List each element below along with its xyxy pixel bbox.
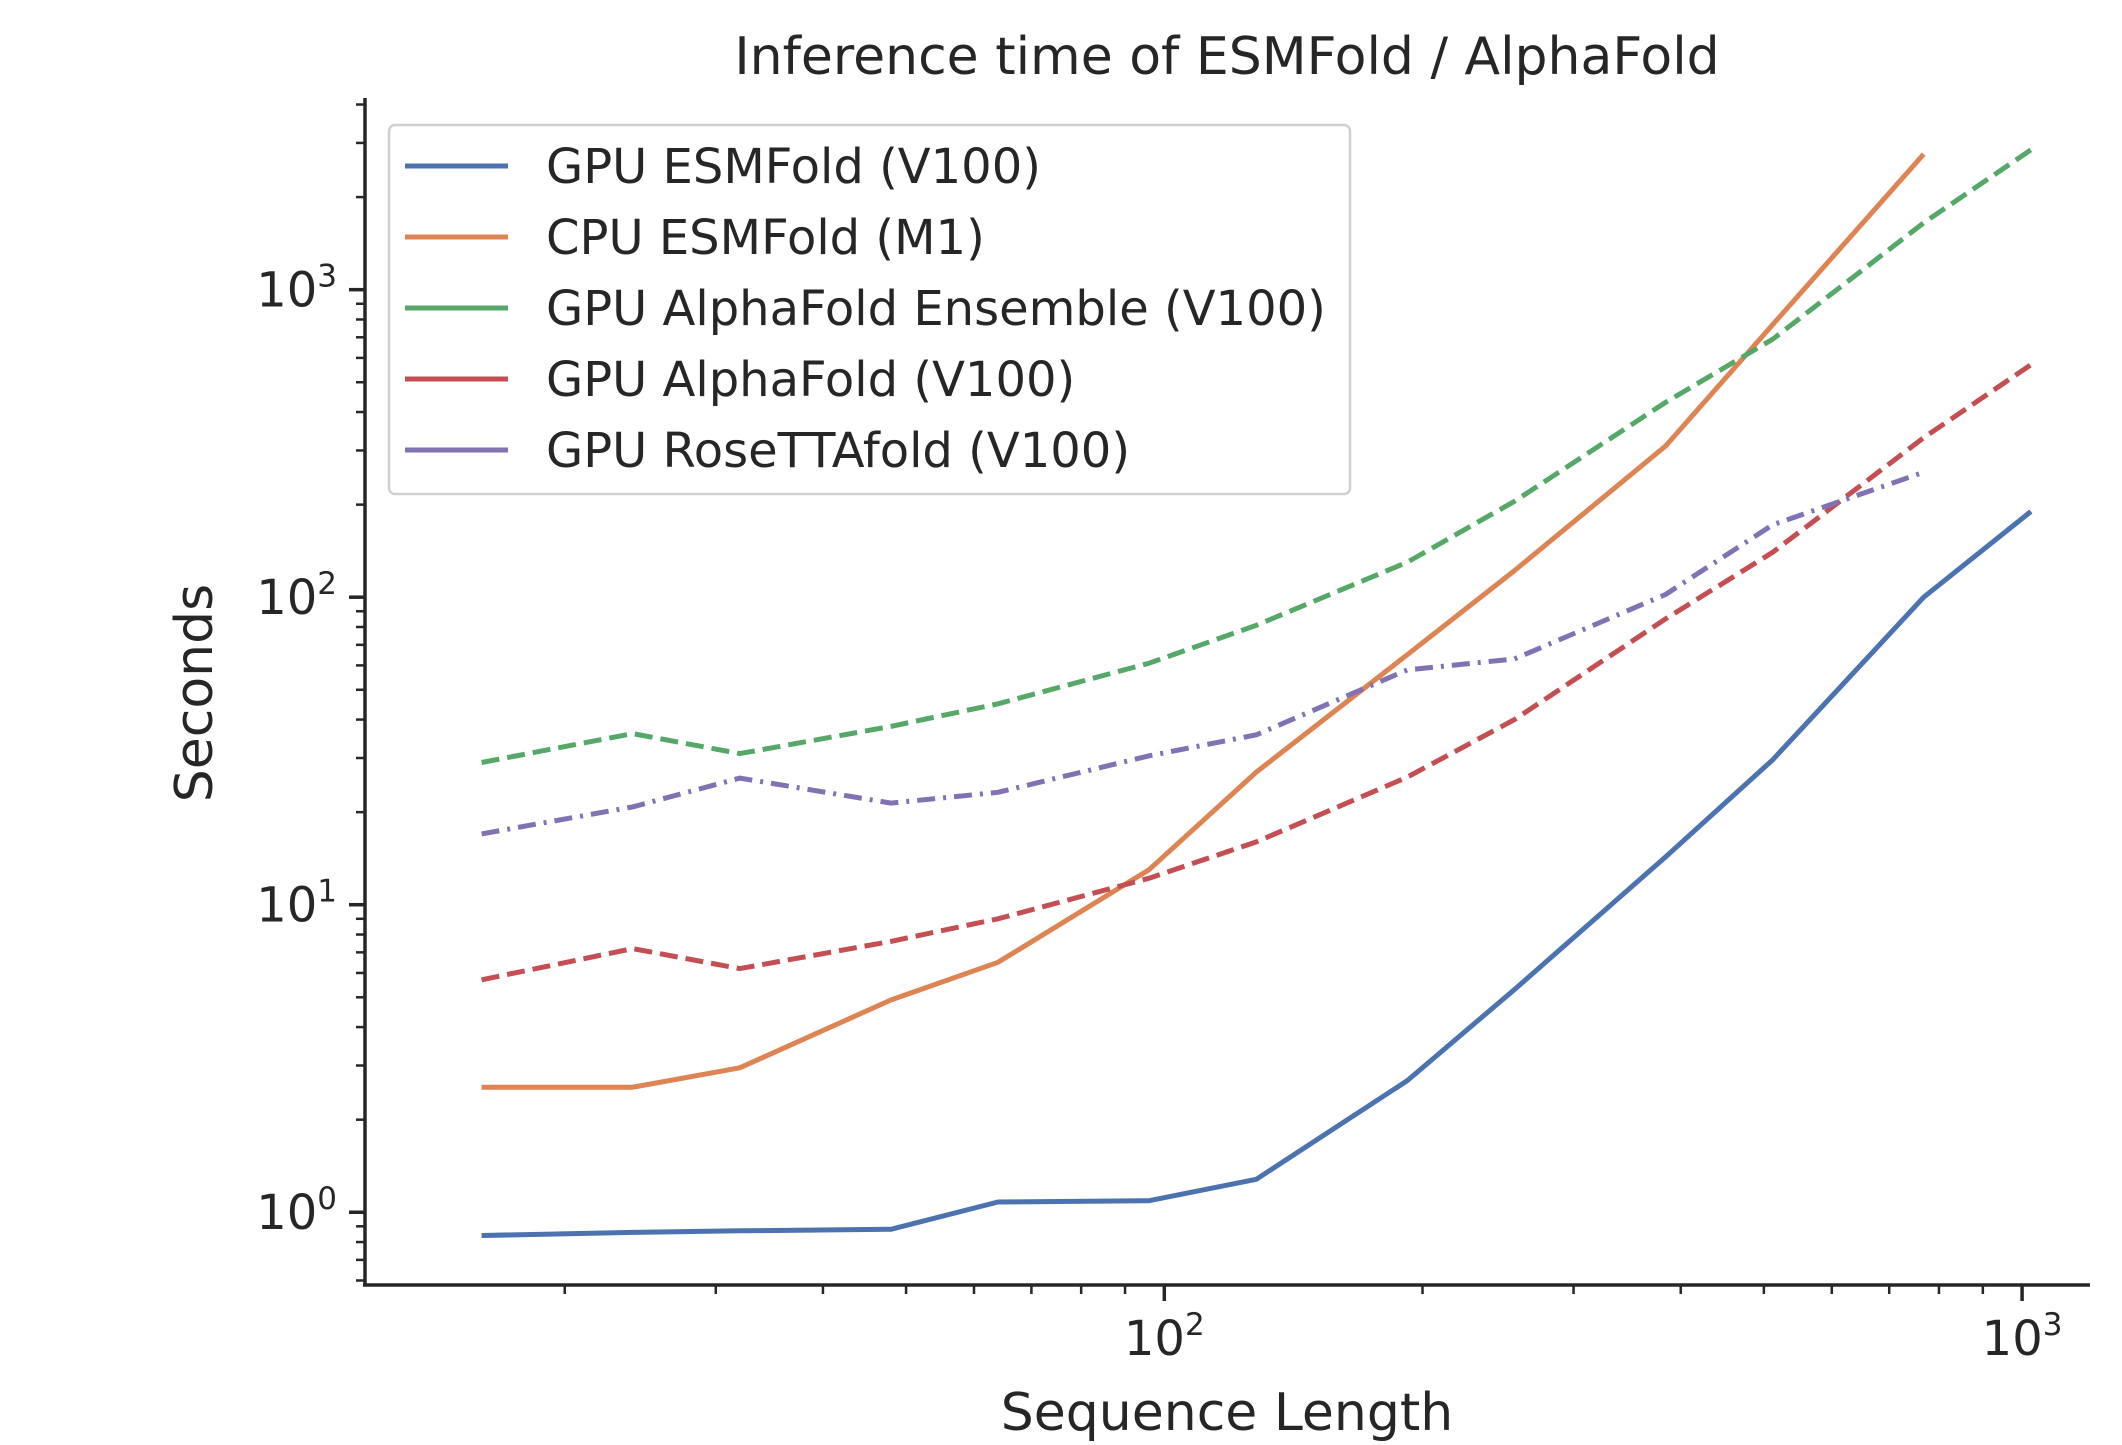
y-axis-ticks: 100 101 102 103 bbox=[256, 103, 365, 1282]
legend-label-5: GPU RoseTTAfold (V100) bbox=[546, 423, 1130, 479]
legend: GPU ESMFold (V100) CPU ESMFold (M1) GPU Al… bbox=[387, 123, 1352, 496]
plot-area bbox=[481, 147, 2033, 1238]
y-tick-label: 103 bbox=[256, 259, 337, 319]
x-axis-ticks: 102 103 bbox=[563, 1285, 2063, 1367]
x-axis-label: Sequence Length bbox=[1001, 1383, 1453, 1443]
x-tick-label: 103 bbox=[1982, 1307, 2063, 1367]
series-line-2 bbox=[481, 152, 1926, 1090]
legend-label-3: GPU AlphaFold Ensemble (V100) bbox=[546, 281, 1326, 337]
y-tick-label: 101 bbox=[256, 874, 337, 934]
legend-label-1: GPU ESMFold (V100) bbox=[546, 139, 1041, 195]
series-line-1 bbox=[481, 509, 2033, 1238]
series-line-3 bbox=[481, 147, 2033, 765]
legend-label-4: GPU AlphaFold (V100) bbox=[546, 352, 1075, 408]
y-tick-label: 102 bbox=[256, 566, 337, 626]
legend-label-2: CPU ESMFold (M1) bbox=[546, 210, 985, 266]
series-line-5 bbox=[481, 469, 1925, 837]
y-axis-label: Seconds bbox=[165, 584, 225, 802]
chart-title: Inference time of ESMFold / AlphaFold bbox=[734, 27, 1719, 87]
legend-frame bbox=[387, 123, 1352, 496]
x-tick-label: 102 bbox=[1124, 1307, 1205, 1367]
series-line-4 bbox=[481, 362, 2033, 983]
y-tick-label: 100 bbox=[256, 1181, 337, 1241]
